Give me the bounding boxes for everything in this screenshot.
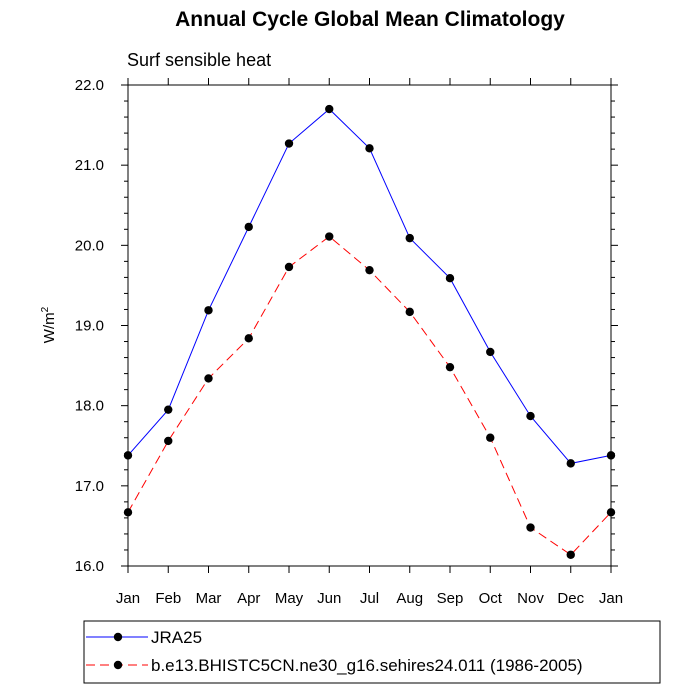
chart-title: Annual Cycle Global Mean Climatology — [175, 8, 565, 31]
series-2 — [123, 232, 616, 559]
x-tick-label: Jul — [360, 590, 379, 607]
x-tick-label: Feb — [155, 590, 181, 607]
data-point — [486, 347, 495, 357]
x-tick-label: Jan — [599, 590, 623, 607]
data-point — [244, 334, 253, 343]
data-point — [566, 459, 575, 468]
series-layer — [123, 104, 616, 559]
data-point — [204, 374, 213, 383]
axis-ticks: Jan Feb Mar Apr May Jun Jul Aug Sep Oct Nov Dec Jan 1… — [75, 77, 623, 607]
chart-subtitle: Surf sensible heat — [127, 50, 272, 70]
series-line — [127, 235, 612, 556]
data-point — [445, 274, 455, 283]
legend-marker — [113, 660, 123, 670]
series-line — [127, 108, 612, 464]
data-point — [606, 508, 616, 517]
data-point — [445, 362, 455, 372]
y-tick-label: 16.0 — [75, 558, 104, 575]
x-tick-label: Oct — [479, 590, 503, 607]
y-axis-label: W/m2 — [40, 306, 58, 343]
x-tick-label: Aug — [396, 590, 423, 607]
data-point — [325, 232, 334, 241]
data-point — [123, 508, 133, 517]
x-tick-label: Mar — [196, 590, 222, 607]
x-tick-label: Sep — [437, 590, 464, 607]
y-tick-label: 18.0 — [75, 398, 104, 415]
data-point — [486, 433, 495, 442]
y-axis-label-text: W/m — [41, 312, 58, 343]
data-point — [405, 307, 414, 317]
x-tick-label: Dec — [557, 590, 584, 607]
legend-box — [83, 620, 661, 684]
data-point — [284, 139, 294, 148]
y-tick-label: 20.0 — [75, 237, 104, 254]
data-point — [405, 233, 414, 243]
legend-item: JRA25 — [86, 628, 202, 647]
data-point — [606, 451, 616, 460]
plot-frame — [127, 84, 612, 567]
legend-marker — [113, 632, 123, 642]
data-point — [365, 144, 374, 153]
data-point — [526, 411, 535, 421]
series-1 — [123, 104, 616, 468]
x-tick-label: Jun — [317, 590, 341, 607]
data-point — [123, 451, 133, 460]
legend-item: b.e13.BHISTC5CN.ne30_g16.sehires24.011 (… — [86, 656, 583, 675]
data-point — [164, 405, 173, 414]
x-tick-label: May — [275, 590, 304, 607]
data-point — [365, 265, 374, 275]
data-point — [325, 104, 334, 114]
data-point — [244, 222, 253, 232]
data-point — [284, 262, 294, 272]
plot-border — [127, 84, 612, 567]
data-point — [204, 306, 213, 315]
x-tick-label: Apr — [237, 590, 260, 607]
data-point — [164, 436, 173, 446]
x-tick-label: Nov — [517, 590, 544, 607]
y-tick-label: 21.0 — [75, 157, 104, 174]
x-tick-label: Jan — [116, 590, 140, 607]
data-point — [526, 523, 535, 532]
data-point — [566, 550, 575, 559]
legend: JRA25 b.e13.BHISTC5CN.ne30_g16.sehires24.… — [83, 620, 661, 684]
legend-label: b.e13.BHISTC5CN.ne30_g16.sehires24.011 (… — [151, 656, 583, 675]
legend-label: JRA25 — [151, 628, 202, 647]
y-tick-label: 17.0 — [75, 478, 104, 495]
y-tick-label: 19.0 — [75, 318, 104, 335]
y-axis-label-superscript: 2 — [40, 306, 51, 312]
y-tick-label: 22.0 — [75, 77, 104, 94]
